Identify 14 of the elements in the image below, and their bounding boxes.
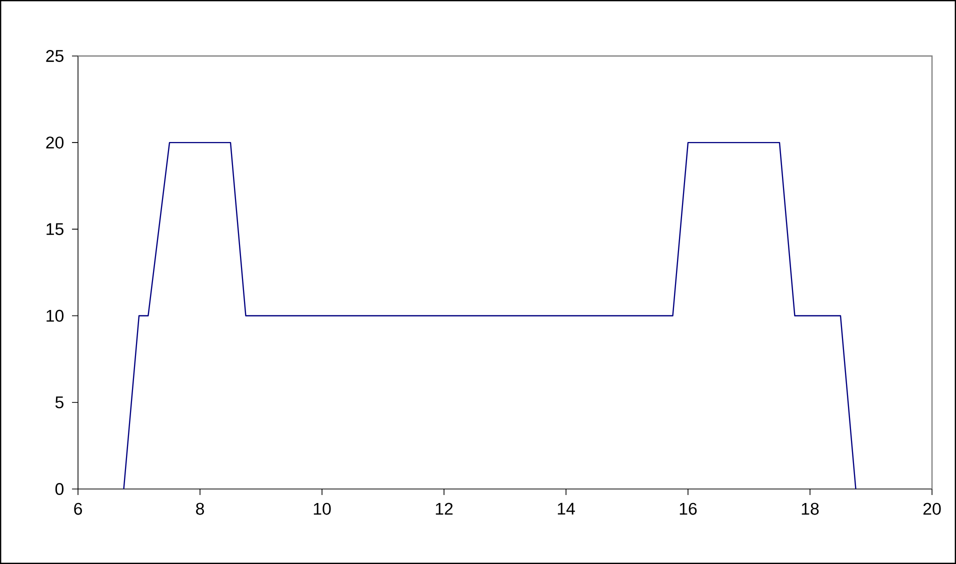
y-tick-label: 0 (55, 482, 64, 495)
y-tick-label: 10 (46, 310, 64, 322)
x-tick-label: 20 (923, 502, 941, 515)
x-tick-label: 10 (314, 502, 331, 515)
x-tick-label: 16 (680, 502, 697, 515)
y-tick-label: 5 (55, 396, 64, 408)
y-tick-label: 25 (46, 50, 64, 62)
x-tick-label: 6 (74, 502, 82, 515)
y-tick-label: 20 (46, 136, 64, 149)
x-tick-label: 14 (558, 502, 575, 514)
x-tick-label: 8 (196, 502, 204, 515)
y-tick-label: 15 (46, 223, 64, 236)
x-tick-label: 12 (436, 502, 453, 515)
x-tick-label: 18 (802, 502, 819, 515)
